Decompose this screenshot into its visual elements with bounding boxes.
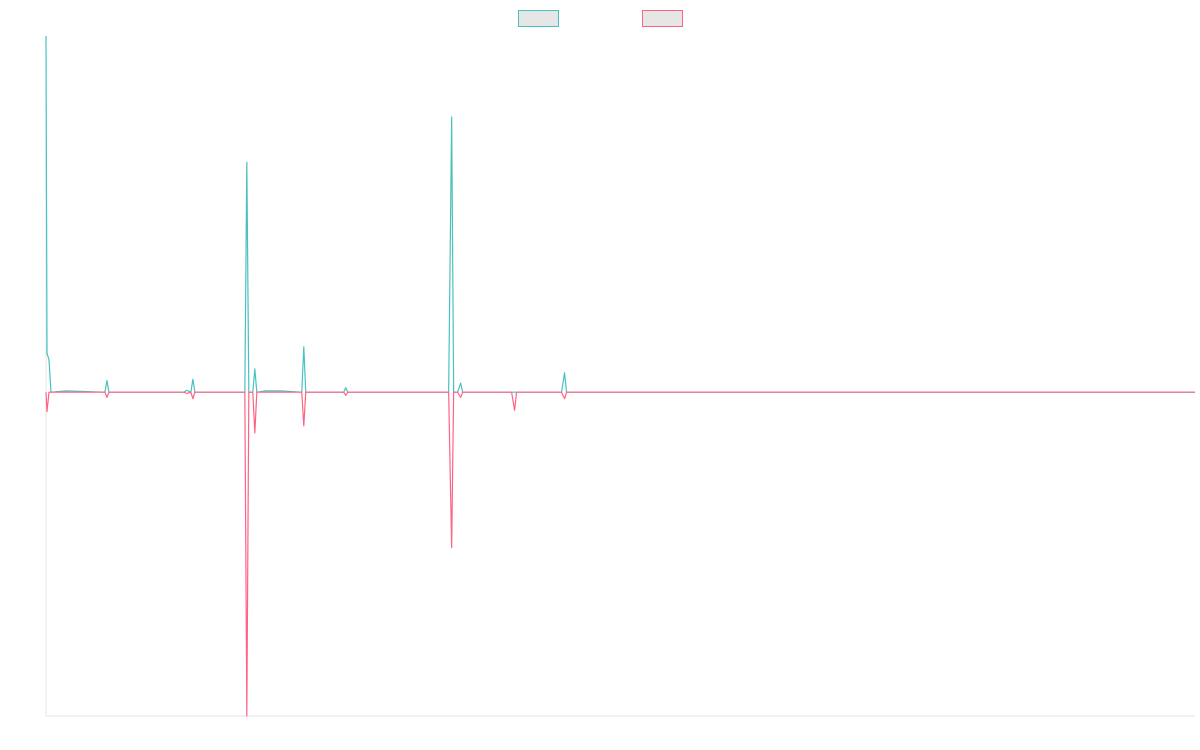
legend-item-1[interactable]: [518, 10, 559, 27]
legend: [518, 10, 683, 27]
legend-swatch-1: [518, 10, 559, 27]
series-line-2: [45, 391, 1195, 717]
series-line-1: [45, 35, 1195, 393]
legend-swatch-2: [642, 10, 683, 27]
legend-item-2[interactable]: [642, 10, 683, 27]
series-layer: [45, 35, 1195, 717]
axes: [45, 36, 1195, 717]
